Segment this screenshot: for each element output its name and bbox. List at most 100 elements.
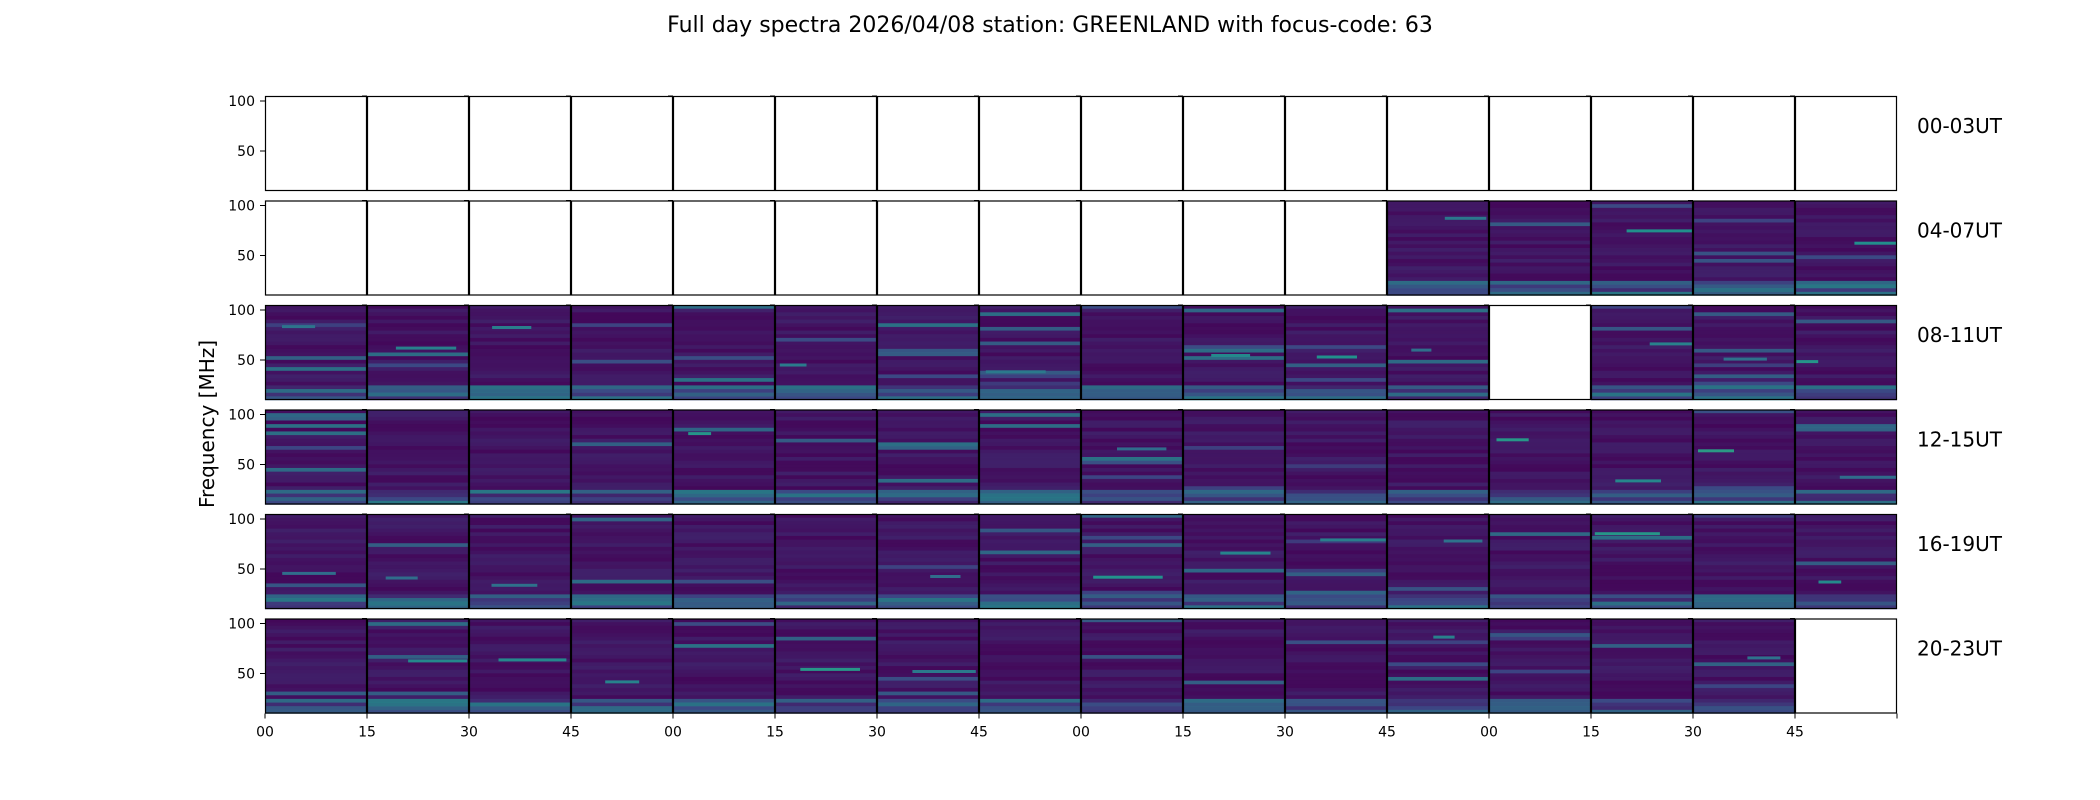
spectrum-panel — [1280, 618, 1388, 714]
empty-panel — [362, 95, 470, 192]
row-time-label: 00-03UT — [1917, 114, 2003, 138]
spectrum-panel — [872, 618, 980, 714]
empty-panel — [974, 200, 1082, 296]
empty-panel — [1586, 95, 1694, 192]
spectrum-panel — [1790, 513, 1898, 610]
y-tick-label: 100 — [228, 512, 255, 528]
empty-panel — [668, 200, 776, 296]
row-time-label: 20-23UT — [1917, 637, 2003, 661]
empty-panel — [566, 95, 674, 192]
spectrum-panel — [1178, 618, 1286, 714]
spectrum-panel — [770, 513, 878, 610]
spectrum-panel — [1484, 200, 1592, 296]
spectrum-panel — [668, 513, 776, 610]
row-time-label: 04-07UT — [1917, 219, 2003, 243]
spectrum-panel — [1382, 304, 1490, 401]
empty-panel — [1790, 95, 1898, 192]
empty-panel — [974, 95, 1082, 192]
x-tick-label: 45 — [562, 725, 580, 741]
x-tick-label: 00 — [1480, 725, 1498, 741]
spectra-row: 50 100 12-15UT — [228, 408, 2003, 505]
chart-title: Full day spectra 2026/04/08 station: GRE… — [667, 13, 1433, 38]
spectrum-panel — [566, 304, 674, 401]
y-tick-label: 50 — [237, 562, 255, 578]
spectrum-panel — [1076, 618, 1184, 714]
spectrum-panel — [872, 409, 980, 505]
spectrum-panel — [872, 304, 980, 401]
spectrum-panel — [1382, 618, 1490, 714]
y-axis: 50 100 — [228, 199, 265, 265]
x-tick-label: 00 — [1072, 725, 1090, 741]
y-tick-label: 50 — [237, 144, 255, 160]
spectrum-panel — [464, 513, 572, 610]
empty-panel — [1280, 95, 1388, 192]
empty-panel — [264, 200, 368, 296]
x-tick-label: 00 — [256, 725, 274, 741]
spectra-row: 50 100 04-07UT — [228, 199, 2003, 296]
spectrum-panel — [566, 513, 674, 610]
x-tick-label: 45 — [1378, 725, 1396, 741]
x-tick-label: 30 — [1276, 725, 1294, 741]
y-axis: 50 100 — [228, 94, 265, 160]
empty-panel — [1178, 95, 1286, 192]
panels-grid: 50 100 00-03UT 50 100 04-07UT 50 100 08-11UT 50 10… — [228, 94, 2003, 714]
empty-panel — [362, 200, 470, 296]
spectrum-panel — [1688, 409, 1796, 505]
spectrum-panel — [668, 409, 776, 505]
spectrum-panel — [1484, 513, 1592, 610]
x-tick-label: 30 — [460, 725, 478, 741]
empty-panel — [1076, 200, 1184, 296]
spectrum-panel — [1076, 513, 1184, 610]
spectrum-panel — [362, 304, 470, 401]
y-tick-label: 50 — [237, 667, 255, 683]
x-tick-label: 00 — [664, 725, 682, 741]
spectrum-panel — [1382, 200, 1490, 296]
spectrum-panel — [1280, 409, 1388, 505]
x-tick-label: 15 — [358, 725, 376, 741]
spectrum-panel — [264, 618, 368, 714]
spectra-row: 50 100 16-19UT — [228, 512, 2003, 610]
empty-panel — [1790, 618, 1898, 714]
y-tick-label: 100 — [228, 199, 255, 215]
spectrum-panel — [464, 409, 572, 505]
spectrum-panel — [1076, 409, 1184, 505]
x-tick-label: 45 — [970, 725, 988, 741]
x-tick-label: 15 — [1174, 725, 1192, 741]
spectra-row: 50 100 00-03UT — [228, 94, 2003, 192]
spectrum-panel — [1280, 304, 1388, 401]
spectrum-panel — [1382, 409, 1490, 505]
spectrum-panel — [974, 304, 1082, 401]
spectra-row: 50 100 20-23UT — [228, 617, 2003, 714]
y-tick-label: 100 — [228, 303, 255, 319]
spectrum-panel — [362, 409, 470, 505]
empty-panel — [1688, 95, 1796, 192]
x-tick-label: 15 — [1582, 725, 1600, 741]
spectrum-panel — [974, 618, 1082, 714]
spectrum-panel — [362, 618, 470, 714]
empty-panel — [770, 95, 878, 192]
spectrum-panel — [1178, 513, 1286, 610]
x-tick-label: 15 — [766, 725, 784, 741]
y-axis: 50 100 — [228, 617, 265, 683]
empty-panel — [464, 200, 572, 296]
y-axis: 50 100 — [228, 512, 265, 578]
spectrum-panel — [974, 513, 1082, 610]
spectrum-panel — [1586, 304, 1694, 401]
spectrum-panel — [1688, 513, 1796, 610]
empty-panel — [566, 200, 674, 296]
spectrum-panel — [1688, 304, 1796, 401]
spectrum-panel — [1382, 513, 1490, 610]
x-tick-label: 45 — [1786, 725, 1804, 741]
empty-panel — [872, 200, 980, 296]
spectrum-panel — [1688, 200, 1796, 296]
spectrum-panel — [1178, 304, 1286, 401]
y-tick-label: 100 — [228, 408, 255, 424]
spectra-row: 50 100 08-11UT — [228, 303, 2003, 401]
spectrum-panel — [464, 304, 572, 401]
empty-panel — [464, 95, 572, 192]
spectrum-panel — [264, 513, 368, 610]
empty-panel — [1484, 304, 1592, 401]
row-time-label: 16-19UT — [1917, 532, 2003, 556]
spectrum-panel — [1790, 200, 1898, 296]
